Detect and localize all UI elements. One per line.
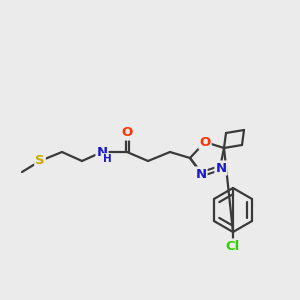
Text: O: O bbox=[200, 136, 211, 148]
Text: S: S bbox=[35, 154, 45, 167]
Text: N: N bbox=[195, 167, 207, 181]
Text: H: H bbox=[103, 154, 111, 164]
Text: O: O bbox=[122, 127, 133, 140]
Text: Cl: Cl bbox=[226, 239, 240, 253]
Text: N: N bbox=[215, 161, 226, 175]
Text: N: N bbox=[96, 146, 108, 158]
